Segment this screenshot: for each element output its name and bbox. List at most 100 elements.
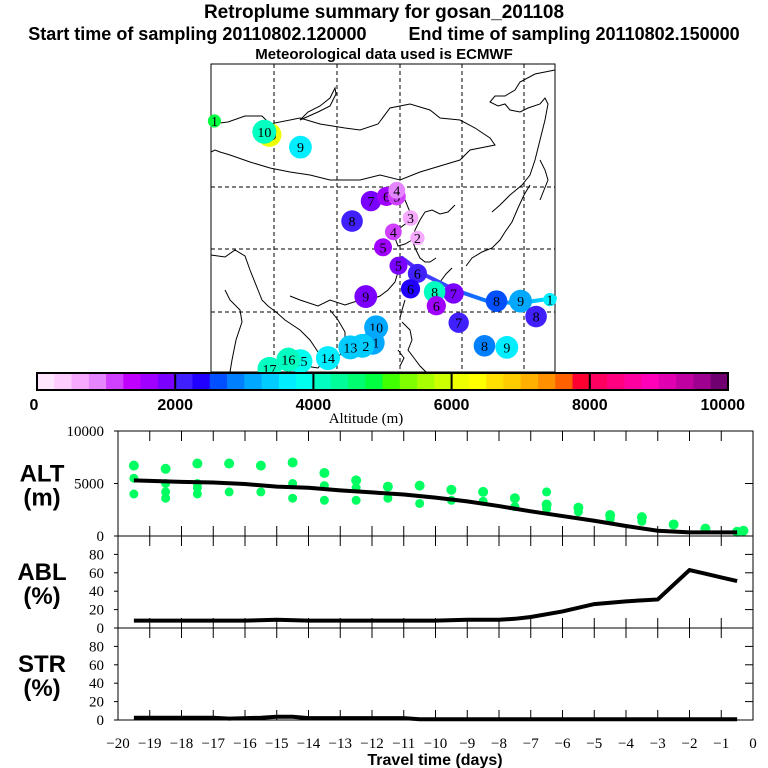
coast-burma (224, 289, 243, 373)
lake-baikal (299, 86, 337, 121)
altitude-point (351, 495, 361, 505)
trajectory-marker: 14 (315, 346, 340, 371)
altitude-point (383, 493, 393, 503)
marker-day-label: 6 (383, 190, 390, 205)
colorbar-cell (607, 373, 625, 390)
colorbar-cell (106, 373, 124, 390)
colorbar-cell (365, 373, 383, 390)
marker-dot (400, 279, 421, 299)
marker-day-label: 6 (433, 300, 440, 315)
marker-dot (252, 119, 277, 144)
panel-frame (117, 535, 754, 629)
colorbar-cell (468, 373, 487, 390)
trajectory-marker: 4 (388, 181, 406, 199)
marker-day-label: 5 (395, 260, 402, 275)
colorbar-cell (37, 373, 55, 390)
x-tick-label: −9 (459, 736, 475, 752)
colorbar-cell (399, 373, 418, 390)
marker-dot (384, 223, 402, 241)
altitude-colorbar: 0 2000 4000 6000 8000 10000 Altitude (m) (30, 372, 746, 427)
altitude-point (573, 507, 583, 517)
colorbar-cell (296, 373, 314, 390)
marker-day-label: 10 (257, 126, 271, 141)
series-line (133, 478, 738, 535)
trajectory-marker: 5 (374, 238, 392, 257)
trajectory-marker: 8 (485, 290, 508, 312)
coast-japan (465, 184, 531, 267)
colorbar-tick-label: 8000 (572, 397, 608, 414)
marker-day-label: 9 (517, 295, 524, 310)
colorbar-cell (347, 373, 366, 390)
panel-ylabel: STR (18, 651, 66, 678)
colorbar-cell (192, 373, 211, 390)
trajectory-marker: 5 (389, 256, 408, 275)
trajectory-marker: 9 (509, 289, 532, 313)
marker-day-label: 6 (407, 283, 414, 298)
marker-day-label: 7 (450, 287, 457, 302)
colorbar-cell (157, 373, 176, 390)
marker-dot (207, 114, 222, 128)
y-tick-label: 5000 (74, 477, 104, 493)
marker-day-label: 8 (431, 286, 438, 301)
altitude-point (414, 480, 425, 491)
trajectory-marker: 1 (543, 293, 557, 309)
x-tick-label: −4 (618, 736, 634, 752)
marker-dot (426, 296, 446, 316)
marker-dot (338, 335, 363, 360)
trajectory-marker: 8 (341, 210, 363, 232)
trajectory-marker: 9 (354, 285, 378, 308)
marker-dot (289, 135, 312, 159)
colorbar-tick-label: 2000 (157, 397, 193, 414)
x-tick-label: −17 (202, 736, 226, 752)
colorbar-cell (503, 373, 522, 390)
series-line (133, 714, 738, 722)
y-tick-label: 0 (97, 529, 105, 545)
marker-dot (509, 289, 532, 313)
panel-alt: 10000 5000 0 ALT(m) (20, 424, 754, 545)
coast-india-burma (210, 249, 277, 313)
marker-dot (354, 285, 378, 308)
coast-russia (489, 69, 556, 213)
x-tick-label: −2 (682, 736, 698, 752)
colorbar-cell (123, 373, 142, 390)
trajectory-marker: 4 (384, 223, 402, 241)
marker-dot (402, 210, 419, 226)
panel-ylabel: ALT (20, 461, 65, 488)
panel-ylabel-unit: (%) (23, 583, 60, 610)
altitude-point (224, 487, 234, 497)
y-tick-label: 20 (89, 695, 104, 711)
colorbar-tick-label: 10000 (701, 397, 746, 414)
x-tick-label: 0 (749, 736, 757, 752)
marker-day-label: 2 (414, 232, 421, 247)
marker-dot (360, 190, 382, 212)
marker-dot (443, 283, 464, 304)
colorbar-cell (261, 373, 280, 390)
marker-day-label: 8 (533, 311, 540, 326)
altitude-point (637, 516, 647, 526)
altitude-point (319, 495, 329, 505)
altitude-point (224, 458, 235, 469)
marker-day-label: 5 (380, 241, 387, 256)
x-axis-label: Travel time (days) (367, 752, 502, 768)
altitude-point (192, 458, 203, 469)
colorbar-cell (693, 373, 712, 390)
marker-dot (485, 290, 508, 312)
altitude-point (668, 519, 679, 530)
y-tick-label: 80 (89, 547, 104, 563)
colorbar-cell (434, 373, 453, 390)
trajectory-marker: 7 (448, 312, 469, 333)
coast-korea (411, 204, 456, 263)
marker-dot (374, 238, 392, 257)
altitude-point (128, 460, 139, 471)
trajectory-marker: 9 (495, 335, 519, 359)
colorbar-tick-label: 6000 (434, 397, 470, 414)
colorbar-cell (227, 373, 245, 390)
colorbar-cell (140, 373, 159, 390)
x-tick-label: −18 (170, 736, 193, 752)
coast-philippines (401, 321, 427, 373)
altitude-point (446, 484, 457, 495)
colorbar-cell (88, 373, 107, 390)
marker-day-label: 13 (343, 341, 357, 356)
panel-ylabel-unit: (m) (23, 485, 60, 512)
series-line (133, 567, 738, 623)
